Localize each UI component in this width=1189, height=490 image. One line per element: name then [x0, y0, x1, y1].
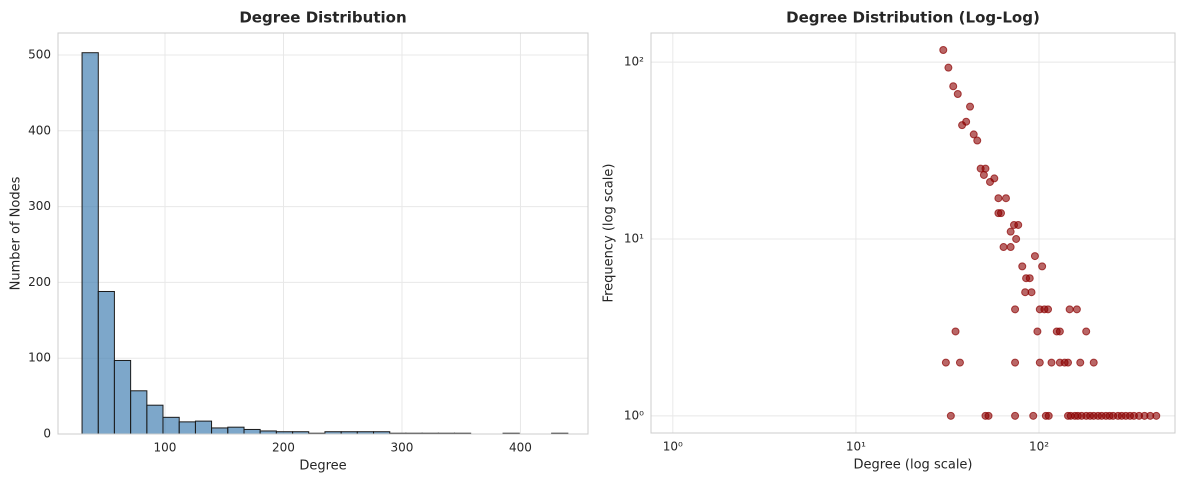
- y-tick-label: 10¹: [624, 231, 644, 245]
- point: [1011, 411, 1020, 420]
- point: [994, 194, 1003, 203]
- bar: [194, 420, 213, 435]
- x-axis-label: Degree: [299, 459, 346, 474]
- bar: [130, 390, 148, 435]
- x-tick-label: 300: [391, 441, 414, 455]
- point: [1012, 234, 1021, 243]
- y-axis-label: Number of Nodes: [9, 176, 24, 290]
- point: [990, 174, 999, 183]
- point: [1027, 288, 1036, 297]
- x-tick-label: 10¹: [846, 440, 866, 454]
- y-tick-label: 10⁰: [624, 408, 644, 422]
- point: [1011, 358, 1020, 367]
- y-tick-label: 400: [28, 123, 51, 137]
- point: [1018, 262, 1027, 271]
- bar: [211, 427, 229, 435]
- point: [941, 358, 950, 367]
- point: [1064, 358, 1073, 367]
- plot-area: [58, 33, 588, 434]
- bar: [97, 290, 115, 435]
- point: [946, 411, 955, 420]
- point: [949, 82, 958, 91]
- point: [939, 46, 948, 55]
- bar: [162, 416, 180, 435]
- point: [951, 327, 960, 336]
- axes-frame: [650, 32, 1176, 434]
- point: [966, 102, 975, 111]
- point: [1047, 358, 1056, 367]
- point: [1029, 411, 1038, 420]
- point: [999, 243, 1008, 252]
- x-tick-label: 100: [154, 441, 177, 455]
- axes-frame: [57, 32, 589, 435]
- point: [996, 209, 1005, 218]
- point: [1044, 411, 1053, 420]
- point: [1011, 305, 1020, 314]
- point: [1152, 411, 1161, 420]
- point: [1044, 305, 1053, 314]
- bar: [243, 428, 261, 435]
- x-tick-label: 400: [509, 441, 532, 455]
- bar: [178, 421, 196, 435]
- bar: [146, 404, 164, 435]
- chart-title: Degree Distribution (Log-Log): [786, 9, 1040, 27]
- y-axis-label: Frequency (log scale): [602, 164, 617, 303]
- y-tick-label: 0: [43, 427, 51, 441]
- y-tick-label: 100: [28, 351, 51, 365]
- plot-area: [651, 33, 1175, 433]
- bar: [81, 52, 99, 435]
- point: [1022, 274, 1031, 283]
- point: [1014, 220, 1023, 229]
- x-tick-label: 10²: [1029, 440, 1049, 454]
- point: [984, 411, 993, 420]
- point: [981, 164, 990, 173]
- point: [1065, 305, 1074, 314]
- point: [1089, 358, 1098, 367]
- x-tick-label: 200: [272, 441, 295, 455]
- point: [1030, 252, 1039, 261]
- point: [1082, 327, 1091, 336]
- y-tick-label: 300: [28, 199, 51, 213]
- point: [1076, 358, 1085, 367]
- bar: [113, 359, 132, 435]
- y-tick-label: 200: [28, 275, 51, 289]
- point: [955, 358, 964, 367]
- point: [1006, 227, 1015, 236]
- point: [962, 117, 971, 126]
- y-tick-label: 500: [28, 47, 51, 61]
- point: [944, 63, 953, 72]
- bar: [227, 426, 245, 435]
- point: [1038, 262, 1047, 271]
- x-tick-label: 10⁰: [663, 440, 683, 454]
- point: [973, 136, 982, 145]
- point: [979, 170, 988, 179]
- point: [1055, 327, 1064, 336]
- chart-title: Degree Distribution: [239, 9, 406, 27]
- point: [1001, 194, 1010, 203]
- point: [1035, 358, 1044, 367]
- x-axis-label: Degree (log scale): [853, 458, 972, 473]
- point: [1072, 305, 1081, 314]
- point: [1033, 327, 1042, 336]
- point: [953, 89, 962, 98]
- y-tick-label: 10²: [624, 55, 644, 69]
- point: [969, 130, 978, 139]
- point: [1006, 243, 1015, 252]
